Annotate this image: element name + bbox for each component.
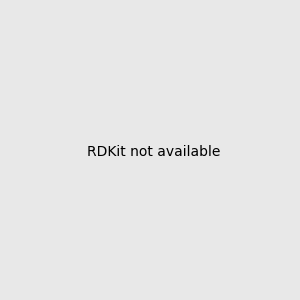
Text: RDKit not available: RDKit not available: [87, 145, 220, 158]
